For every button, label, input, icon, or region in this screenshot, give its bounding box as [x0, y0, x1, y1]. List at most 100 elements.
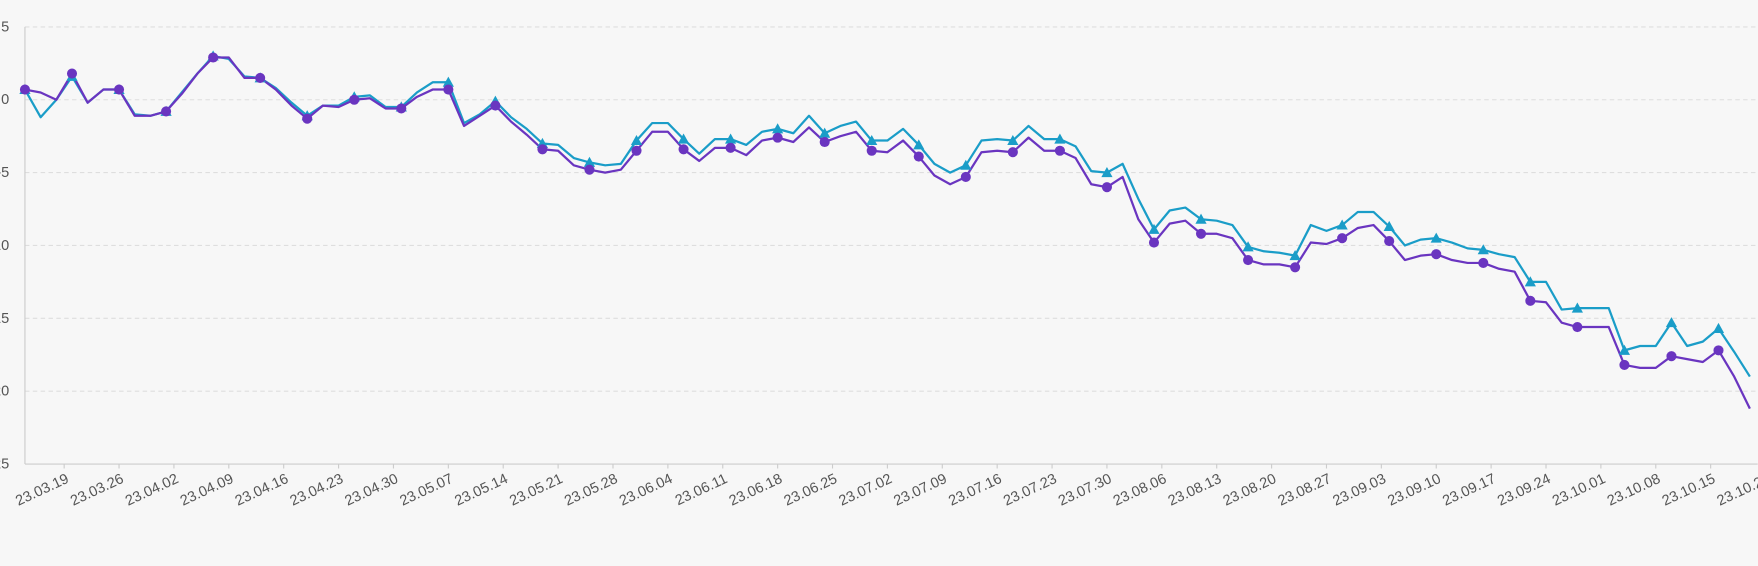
marker — [1430, 232, 1442, 243]
x-tick-label: 23.08.13 — [1166, 471, 1224, 509]
x-tick-label: 23.09.10 — [1385, 471, 1443, 509]
marker — [725, 142, 736, 153]
y-tick-label: -5 — [0, 165, 9, 181]
marker — [443, 84, 454, 95]
marker — [1665, 317, 1678, 328]
x-tick-label: 23.05.14 — [452, 471, 510, 509]
marker — [583, 156, 596, 167]
marker — [819, 136, 830, 148]
marker — [113, 84, 125, 95]
marker — [866, 134, 878, 146]
x-tick-label: 23.08.27 — [1276, 471, 1334, 509]
marker — [1384, 236, 1395, 247]
x-tick-label: 23.10.22 — [1715, 471, 1758, 509]
marker — [208, 52, 219, 63]
marker — [1336, 219, 1348, 230]
marker — [772, 123, 784, 134]
x-tick-label: 23.05.07 — [397, 471, 455, 509]
y-tick-label: -10 — [0, 238, 9, 254]
marker — [19, 84, 30, 95]
marker — [161, 106, 172, 117]
marker — [960, 159, 972, 170]
marker — [349, 94, 360, 105]
marker — [1477, 244, 1489, 255]
marker — [1524, 276, 1536, 287]
marker — [66, 68, 78, 79]
y-tick-label: -20 — [0, 384, 9, 400]
x-tick-label: 23.04.02 — [123, 471, 181, 509]
y-tick-label: 0 — [1, 92, 9, 108]
marker — [1619, 359, 1630, 370]
marker — [866, 145, 877, 156]
marker — [255, 72, 266, 83]
marker — [396, 103, 407, 114]
marker — [1101, 166, 1113, 178]
marker — [1571, 302, 1583, 313]
marker — [1712, 322, 1725, 333]
marker — [1195, 213, 1207, 224]
y-tick-label: -25 — [0, 456, 9, 472]
x-tick-label: 23.04.09 — [178, 471, 236, 509]
marker — [1289, 250, 1301, 261]
marker — [913, 139, 925, 150]
marker — [913, 151, 924, 162]
marker — [442, 76, 454, 87]
marker — [1525, 295, 1536, 306]
x-tick-label: 23.06.04 — [617, 471, 675, 509]
marker — [1290, 262, 1301, 273]
marker — [1195, 228, 1207, 239]
y-tick-label: 5 — [1, 19, 9, 35]
marker — [630, 134, 643, 146]
marker — [677, 133, 690, 144]
x-tick-label: 23.04.30 — [343, 471, 401, 509]
marker — [1713, 345, 1724, 356]
x-tick-label: 23.05.21 — [507, 471, 565, 509]
marker — [1101, 182, 1112, 193]
marker — [1148, 237, 1160, 248]
x-tick-label: 23.08.06 — [1111, 471, 1169, 509]
marker — [1383, 220, 1395, 231]
marker — [302, 113, 313, 124]
x-tick-label: 23.10.08 — [1605, 471, 1663, 509]
marker — [678, 144, 689, 155]
x-tick-label: 23.08.20 — [1221, 471, 1279, 509]
x-tick-label: 23.09.17 — [1440, 471, 1498, 509]
x-tick-label: 23.07.30 — [1056, 471, 1114, 509]
x-tick-label: 23.07.23 — [1001, 471, 1059, 509]
x-tick-label: 23.04.16 — [233, 471, 291, 509]
marker — [772, 132, 783, 143]
x-tick-label: 23.07.02 — [837, 471, 895, 509]
series-line — [23, 54, 1751, 378]
x-tick-label: 23.03.26 — [68, 471, 126, 509]
x-tick-label: 23.09.03 — [1331, 471, 1389, 509]
x-tick-label: 23.10.01 — [1550, 471, 1608, 509]
marker — [819, 127, 831, 138]
marker — [1337, 233, 1348, 244]
marker — [1478, 257, 1489, 268]
x-tick-label: 23.07.09 — [891, 471, 949, 509]
marker — [1243, 254, 1254, 266]
x-tick-label: 23.05.28 — [562, 471, 620, 509]
marker — [584, 164, 595, 175]
marker — [537, 144, 548, 155]
x-tick-label: 23.07.16 — [946, 471, 1004, 509]
marker — [724, 133, 737, 144]
marker — [1666, 351, 1677, 362]
marker — [960, 171, 971, 183]
y-tick-label: -15 — [0, 311, 9, 327]
marker — [490, 100, 501, 111]
marker — [1431, 249, 1442, 260]
marker — [1007, 134, 1019, 146]
x-tick-label: 23.10.15 — [1660, 471, 1718, 509]
x-tick-label: 23.06.18 — [727, 471, 785, 509]
marker — [1242, 241, 1254, 252]
marker — [1148, 223, 1160, 234]
marker — [1572, 322, 1583, 333]
x-tick-label: 23.06.11 — [673, 471, 730, 509]
marker — [1054, 145, 1065, 156]
marker — [1007, 147, 1018, 158]
series-line — [24, 56, 1751, 410]
x-tick-label: 23.03.19 — [13, 471, 71, 509]
